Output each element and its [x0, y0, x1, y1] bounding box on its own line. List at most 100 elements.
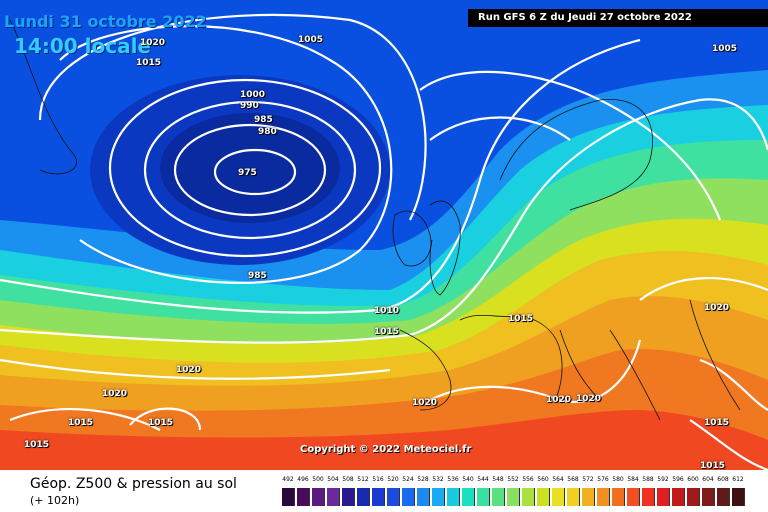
scale-swatch [372, 488, 385, 506]
scale-value-label: 568 [567, 476, 579, 483]
z500-band-588 [0, 410, 768, 470]
isobar-label: 1005 [298, 35, 324, 45]
scale-value-label: 500 [312, 476, 324, 483]
scale-value-label: 552 [507, 476, 519, 483]
scale-value-label: 508 [342, 476, 354, 483]
scale-swatch [717, 488, 730, 506]
isobar-lines [0, 13, 768, 470]
scale-swatch [447, 488, 460, 506]
scale-value-label: 584 [627, 476, 639, 483]
scale-swatch [312, 488, 325, 506]
scale-swatch [627, 488, 640, 506]
scale-swatch [702, 488, 715, 506]
legend-title: Géop. Z500 & pression au sol [30, 476, 237, 492]
scale-swatch [342, 488, 355, 506]
scale-swatch [687, 488, 700, 506]
scale-value-label: 588 [642, 476, 654, 483]
isobar-label: 975 [238, 168, 257, 178]
isobar-label: 985 [248, 271, 267, 281]
scale-value-label: 528 [417, 476, 429, 483]
scale-value-label: 560 [537, 476, 549, 483]
isobar-label: 1015 [700, 461, 726, 470]
isobar-label: 1015 [68, 418, 94, 428]
scale-value-label: 524 [402, 476, 414, 483]
scale-value-label: 492 [282, 476, 294, 483]
scale-value-label: 604 [702, 476, 714, 483]
scale-swatch [297, 488, 310, 506]
isobar-label: 1020 [176, 365, 202, 375]
isobar-label: 980 [258, 127, 277, 137]
map-canvas [0, 0, 768, 470]
isobar-label: 985 [254, 115, 273, 125]
scale-swatch [462, 488, 475, 506]
isobar-label: 1020 [704, 303, 730, 313]
scale-value-label: 504 [327, 476, 339, 483]
scale-swatch [432, 488, 445, 506]
scale-swatch [732, 488, 745, 506]
scale-value-label: 544 [477, 476, 489, 483]
legend-bar: Géop. Z500 & pression au sol (+ 102h) 49… [0, 470, 768, 512]
scale-swatch [327, 488, 340, 506]
scale-value-label: 600 [687, 476, 699, 483]
low-pressure-inner [160, 113, 340, 223]
scale-value-label: 516 [372, 476, 384, 483]
scale-value-label: 532 [432, 476, 444, 483]
isobar-label: 1015 [374, 327, 400, 337]
forecast-time: 14:00 locale [14, 34, 151, 58]
scale-value-label: 592 [657, 476, 669, 483]
scale-value-label: 612 [732, 476, 744, 483]
weather-map: Lundi 31 octobre 2022 14:00 locale Run G… [0, 0, 768, 470]
isobar-label: 1000 [240, 90, 266, 100]
scale-value-label: 608 [717, 476, 729, 483]
isobar-label: 1015 [136, 58, 162, 68]
scale-swatch [282, 488, 295, 506]
scale-swatch [567, 488, 580, 506]
scale-swatch [507, 488, 520, 506]
scale-swatch [597, 488, 610, 506]
scale-value-label: 496 [297, 476, 309, 483]
isobar-label: 990 [240, 101, 259, 111]
color-scale-labels: 492 496 500 504 508 512 516 520 524 528 532 536 540 5… [282, 476, 752, 486]
isobar-label: 1020 [412, 398, 438, 408]
legend-subtitle: (+ 102h) [30, 494, 80, 507]
scale-swatch [672, 488, 685, 506]
scale-swatch [402, 488, 415, 506]
scale-value-label: 580 [612, 476, 624, 483]
color-scale [282, 488, 752, 506]
scale-swatch [657, 488, 670, 506]
scale-value-label: 520 [387, 476, 399, 483]
run-banner: Run GFS 6 Z du Jeudi 27 octobre 2022 [468, 9, 768, 27]
run-label: Run GFS 6 Z du Jeudi 27 octobre 2022 [478, 12, 692, 23]
isobar-label: 1015 [508, 314, 534, 324]
scale-swatch [477, 488, 490, 506]
isobar-label: 1015 [704, 418, 730, 428]
scale-swatch [552, 488, 565, 506]
isobar-label: 1020 [140, 38, 166, 48]
scale-swatch [522, 488, 535, 506]
scale-swatch [357, 488, 370, 506]
coastlines [9, 19, 741, 421]
scale-value-label: 576 [597, 476, 609, 483]
scale-swatch [642, 488, 655, 506]
scale-value-label: 564 [552, 476, 564, 483]
isobar-label: 1010 [374, 306, 400, 316]
scale-value-label: 540 [462, 476, 474, 483]
scale-value-label: 556 [522, 476, 534, 483]
scale-value-label: 572 [582, 476, 594, 483]
isobar-label: 1020 [546, 395, 572, 405]
scale-swatch [492, 488, 505, 506]
isobar-label: 1020 [102, 389, 128, 399]
scale-swatch [387, 488, 400, 506]
scale-swatch [612, 488, 625, 506]
isobar-label: 1020 [576, 394, 602, 404]
scale-value-label: 512 [357, 476, 369, 483]
scale-value-label: 536 [447, 476, 459, 483]
scale-value-label: 548 [492, 476, 504, 483]
scale-swatch [537, 488, 550, 506]
copyright-label: Copyright © 2022 Meteociel.fr [300, 444, 472, 455]
scale-swatch [417, 488, 430, 506]
forecast-date: Lundi 31 octobre 2022 [4, 12, 207, 31]
isobar-label: 1015 [148, 418, 174, 428]
scale-swatch [582, 488, 595, 506]
isobar-label: 1015 [24, 440, 50, 450]
